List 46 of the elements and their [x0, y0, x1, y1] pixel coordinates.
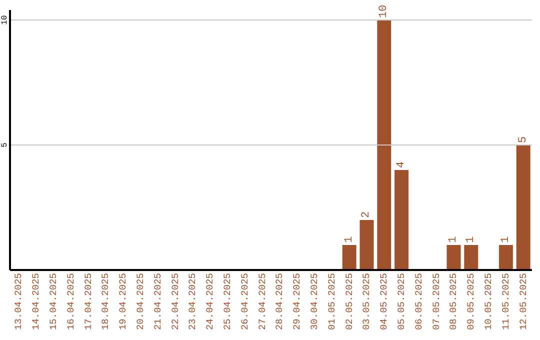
data-label: 1 [465, 236, 478, 243]
x-tick-label: 05.05.2025 [396, 272, 407, 330]
x-tick-label: 06.05.2025 [413, 272, 424, 330]
x-tick-label: 18.04.2025 [100, 272, 112, 330]
x-tick-label: 19.04.2025 [118, 272, 129, 330]
x-tick-label: 14.04.2025 [30, 272, 42, 330]
x-tick-label: 07.05.2025 [430, 272, 442, 330]
x-tick-label: 22.04.2025 [170, 272, 181, 330]
bar [516, 145, 530, 270]
x-tick-label: 29.04.2025 [292, 272, 303, 330]
x-tick-label: 02.05.2025 [344, 272, 355, 330]
bar [342, 245, 356, 270]
bar [377, 20, 392, 270]
x-tick-label: 23.04.2025 [187, 272, 198, 330]
data-label: 5 [517, 136, 530, 143]
bar [498, 245, 513, 270]
x-tick-label: 27.04.2025 [256, 272, 268, 330]
x-tick-label: 04.05.2025 [378, 272, 390, 330]
x-tick-label: 24.04.2025 [204, 272, 216, 330]
data-label: 4 [396, 161, 408, 168]
x-tick-label: 08.05.2025 [448, 272, 460, 330]
x-tick-label: 20.04.2025 [135, 272, 146, 330]
data-label: 10 [378, 4, 390, 18]
x-tick-label: 01.05.2025 [326, 272, 338, 330]
x-tick-label: 13.04.2025 [13, 272, 24, 330]
data-label: 1 [500, 236, 512, 243]
bar [446, 245, 461, 270]
x-tick-label: 30.04.2025 [309, 272, 320, 330]
x-tick-label: 09.05.2025 [466, 272, 477, 330]
bar [360, 220, 374, 270]
x-tick-label: 11.05.2025 [500, 272, 512, 330]
x-tick-label: 25.04.2025 [222, 272, 233, 330]
bar [464, 245, 478, 270]
data-label: 2 [360, 211, 373, 218]
bar [394, 170, 409, 270]
x-tick-label: 03.05.2025 [361, 272, 372, 330]
x-tick-label: 16.04.2025 [65, 272, 76, 330]
x-tick-label: 28.04.2025 [274, 272, 286, 330]
x-tick-label: 12.05.2025 [518, 272, 529, 330]
x-tick-label: 21.04.2025 [152, 272, 164, 330]
x-tick-label: 26.04.2025 [239, 272, 250, 330]
data-label: 1 [448, 236, 460, 243]
x-tick-label: 17.04.2025 [82, 272, 94, 330]
x-tick-label: 15.04.2025 [48, 272, 59, 330]
data-label: 1 [343, 236, 356, 243]
x-tick-label: 10.05.2025 [483, 272, 494, 330]
